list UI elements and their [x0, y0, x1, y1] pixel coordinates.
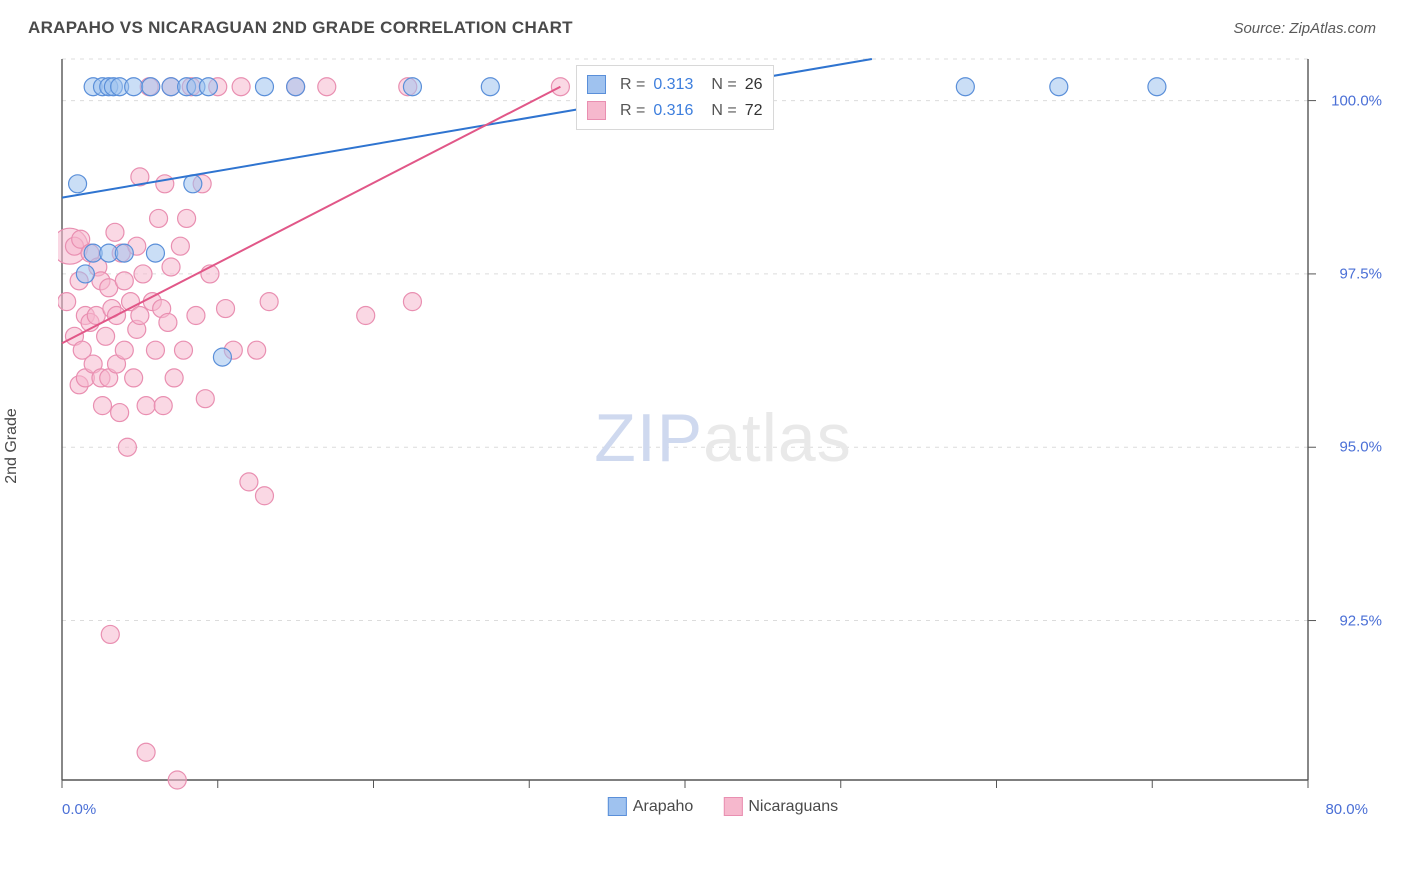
square-swatch-icon [723, 797, 742, 816]
legend-item-nicaraguans: Nicaraguans [723, 797, 838, 816]
n-label: N = [711, 72, 736, 98]
y-axis-label: 2nd Grade [3, 408, 21, 484]
ytick-1: 95.0% [1339, 439, 1382, 456]
correlation-legend-box: R = 0.313 N = 26 R = 0.316 N = 72 [576, 65, 774, 130]
plot-area: ZIPatlas 92.5% 95.0% 97.5% 100.0% 0.0% 8… [58, 55, 1388, 820]
r-value: 0.316 [653, 98, 693, 124]
square-swatch-icon [608, 797, 627, 816]
r-value: 0.313 [653, 72, 693, 98]
x-axis-max-label: 80.0% [1325, 801, 1368, 818]
source-attribution: Source: ZipAtlas.com [1233, 20, 1376, 37]
n-label: N = [711, 98, 736, 124]
chart-title: ARAPAHO VS NICARAGUAN 2ND GRADE CORRELAT… [28, 18, 573, 38]
legend-label: Nicaraguans [748, 798, 838, 816]
n-value: 26 [745, 72, 763, 98]
square-swatch-icon [587, 101, 606, 120]
scatter-chart-svg [58, 55, 1388, 820]
n-value: 72 [745, 98, 763, 124]
r-label: R = [620, 98, 645, 124]
ytick-0: 92.5% [1339, 612, 1382, 629]
r-label: R = [620, 72, 645, 98]
legend-label: Arapaho [633, 798, 694, 816]
ytick-2: 97.5% [1339, 265, 1382, 282]
legend-item-arapaho: Arapaho [608, 797, 694, 816]
square-swatch-icon [587, 75, 606, 94]
ytick-3: 100.0% [1331, 92, 1382, 109]
correlation-row-1: R = 0.316 N = 72 [587, 98, 763, 124]
x-axis-min-label: 0.0% [62, 801, 96, 818]
correlation-row-0: R = 0.313 N = 26 [587, 72, 763, 98]
bottom-legend: Arapaho Nicaraguans [608, 797, 838, 816]
chart-header: ARAPAHO VS NICARAGUAN 2ND GRADE CORRELAT… [28, 18, 1376, 38]
